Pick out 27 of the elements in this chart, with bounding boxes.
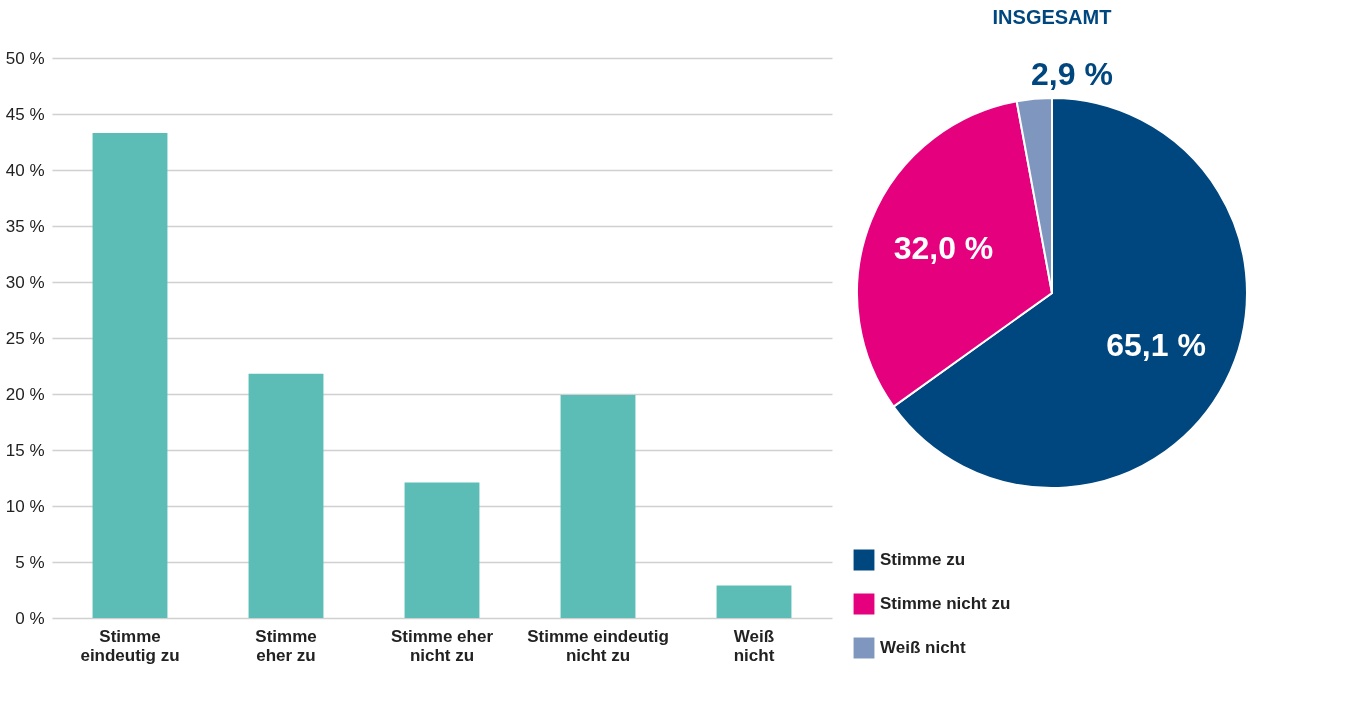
- x-tick-label: Weiß nicht: [733, 626, 775, 665]
- y-tick-label: 25 %: [5, 328, 45, 348]
- y-tick-label: 20 %: [5, 384, 45, 404]
- legend-label: Stimme nicht zu: [880, 594, 1011, 613]
- y-tick-label: 10 %: [5, 496, 45, 516]
- bar: [560, 395, 636, 618]
- data-label: 2,9 %: [1031, 55, 1113, 92]
- y-tick-label: 30 %: [5, 272, 45, 292]
- y-tick-label: 0 %: [15, 608, 45, 628]
- x-tick-label: Stimme eindeutig zu: [80, 626, 180, 665]
- y-tick-label: 5 %: [15, 552, 45, 572]
- x-tick-label: Stimme eindeutig nicht zu: [527, 626, 669, 665]
- data-label: 65,1 %: [1106, 327, 1206, 364]
- bar: [716, 585, 792, 618]
- bar: [92, 133, 168, 618]
- chart-title: INSGESAMT: [992, 6, 1112, 28]
- bar: [248, 373, 324, 618]
- x-tick-label: Stimme eher zu: [255, 626, 317, 665]
- data-label: 32,0 %: [893, 230, 994, 267]
- legend-label: Stimme zu: [880, 550, 966, 569]
- x-tick-label: Stimme eher nicht zu: [390, 626, 494, 665]
- y-tick-label: 40 %: [5, 160, 45, 180]
- y-tick-label: 15 %: [5, 440, 45, 460]
- y-tick-label: 45 %: [5, 104, 45, 124]
- bar: [404, 482, 480, 618]
- y-tick-label: 50 %: [5, 48, 45, 68]
- y-tick-label: 35 %: [5, 216, 45, 236]
